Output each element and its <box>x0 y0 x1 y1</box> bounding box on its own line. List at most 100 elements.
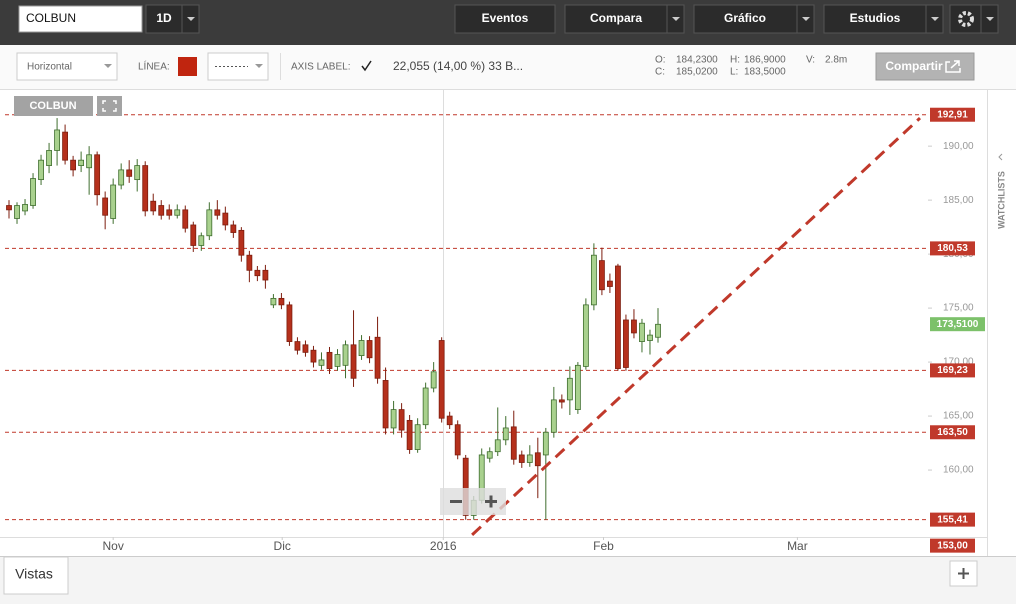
candle-body <box>190 224 197 246</box>
y-tick-label: 175,00 <box>943 303 974 314</box>
candle-body <box>422 387 429 426</box>
line-label: LÍNEA: <box>138 60 170 73</box>
sidebar-arrow <box>998 153 1003 161</box>
summary: 22,055 (14,00 %) 33 B... <box>393 59 523 73</box>
drawing-bar <box>0 45 1016 90</box>
y-tick-label: 190,00 <box>943 141 974 152</box>
share-icon <box>945 60 961 73</box>
button-label: Eventos <box>482 11 529 25</box>
caret <box>802 17 810 21</box>
button-label: Gráfico <box>724 11 766 25</box>
price-tag <box>930 363 975 378</box>
candle-body <box>582 304 589 367</box>
ohlc-key: O: <box>655 55 666 66</box>
candle-body <box>222 212 229 226</box>
candle-body <box>446 415 453 426</box>
candle-body <box>198 235 205 246</box>
zoom-in[interactable] <box>485 495 497 508</box>
y-tick-label: 185,00 <box>943 195 974 206</box>
interval: 1D <box>156 11 172 25</box>
candle-body <box>214 209 221 216</box>
candle-body <box>462 457 469 516</box>
color-swatch[interactable] <box>178 57 197 76</box>
candle-body <box>46 150 52 166</box>
chart-button[interactable] <box>693 4 798 34</box>
axis-label: AXIS LABEL: <box>291 62 350 73</box>
candle-body <box>566 377 573 401</box>
candle-body <box>430 371 437 389</box>
candle-body <box>623 319 629 368</box>
ohlc-value: 183,5000 <box>744 67 786 78</box>
candle-body <box>390 409 397 429</box>
candle-body <box>438 340 445 419</box>
candle-body <box>607 280 613 287</box>
candle-body <box>94 154 101 196</box>
caret <box>986 17 994 21</box>
price-tag-label: 163,50 <box>937 427 968 438</box>
watchlists[interactable]: WATCHLISTS <box>996 171 1006 229</box>
candle-body <box>542 431 549 456</box>
events-button[interactable] <box>454 4 556 34</box>
ohlc-key: H: <box>730 55 740 66</box>
candle-body <box>382 380 389 429</box>
candle-body <box>358 340 365 357</box>
studies-button[interactable] <box>823 4 927 34</box>
candle-body <box>558 399 565 403</box>
candle-body <box>14 205 20 219</box>
candle-body <box>398 409 405 431</box>
style-select[interactable] <box>16 52 118 81</box>
ohlc-key: V: <box>806 55 815 66</box>
y-tick-label: 170,00 <box>943 357 974 368</box>
candle-body <box>647 334 653 341</box>
fullscreen-button[interactable] <box>97 96 122 116</box>
candle-body <box>318 359 325 366</box>
y-tick-label: 160,00 <box>943 465 974 476</box>
fullscreen-icon <box>102 100 117 112</box>
x-tick-label: Nov <box>102 539 123 553</box>
candle-body <box>639 322 645 342</box>
candle-body <box>150 200 157 212</box>
candle-body <box>70 159 77 171</box>
checkbox[interactable] <box>361 60 372 72</box>
views: Vistas <box>15 566 53 582</box>
symbol-input[interactable] <box>18 5 143 33</box>
price-tag <box>930 538 975 553</box>
candle-body <box>286 304 293 342</box>
ohlc-key: C: <box>655 67 665 78</box>
candle-body <box>262 269 269 281</box>
caret <box>672 17 680 21</box>
candle-body <box>38 159 44 181</box>
trend-line <box>471 116 922 536</box>
ohlc-value: 185,0200 <box>676 67 718 78</box>
candle-body <box>126 169 133 177</box>
button-label: Estudios <box>850 11 901 25</box>
candle-body <box>134 165 141 181</box>
candle-body <box>206 209 213 237</box>
candle-body <box>158 205 165 216</box>
candle-body <box>294 341 301 351</box>
candle-body <box>166 209 173 216</box>
candle-body <box>6 205 12 211</box>
candle-body <box>502 427 509 441</box>
price-tag-label: 173,5100 <box>937 319 979 330</box>
share-button[interactable] <box>875 52 975 81</box>
candle-body <box>254 269 261 277</box>
series-name: COLBUN <box>29 100 76 112</box>
interval-button[interactable] <box>145 4 183 34</box>
candle-body <box>22 204 28 212</box>
price-tag-label: 192,91 <box>937 109 968 120</box>
compare-button[interactable] <box>564 4 668 34</box>
candle-body <box>518 454 525 463</box>
plus-icon <box>958 568 969 579</box>
candle-body <box>30 178 36 206</box>
price-tag <box>930 107 975 122</box>
views-tab[interactable] <box>3 556 69 595</box>
candle-body <box>494 439 501 453</box>
candle-body <box>302 344 309 353</box>
candle-body <box>590 254 597 306</box>
candle-body <box>406 419 413 450</box>
candle-body <box>326 351 333 369</box>
settings-button[interactable] <box>949 4 982 34</box>
